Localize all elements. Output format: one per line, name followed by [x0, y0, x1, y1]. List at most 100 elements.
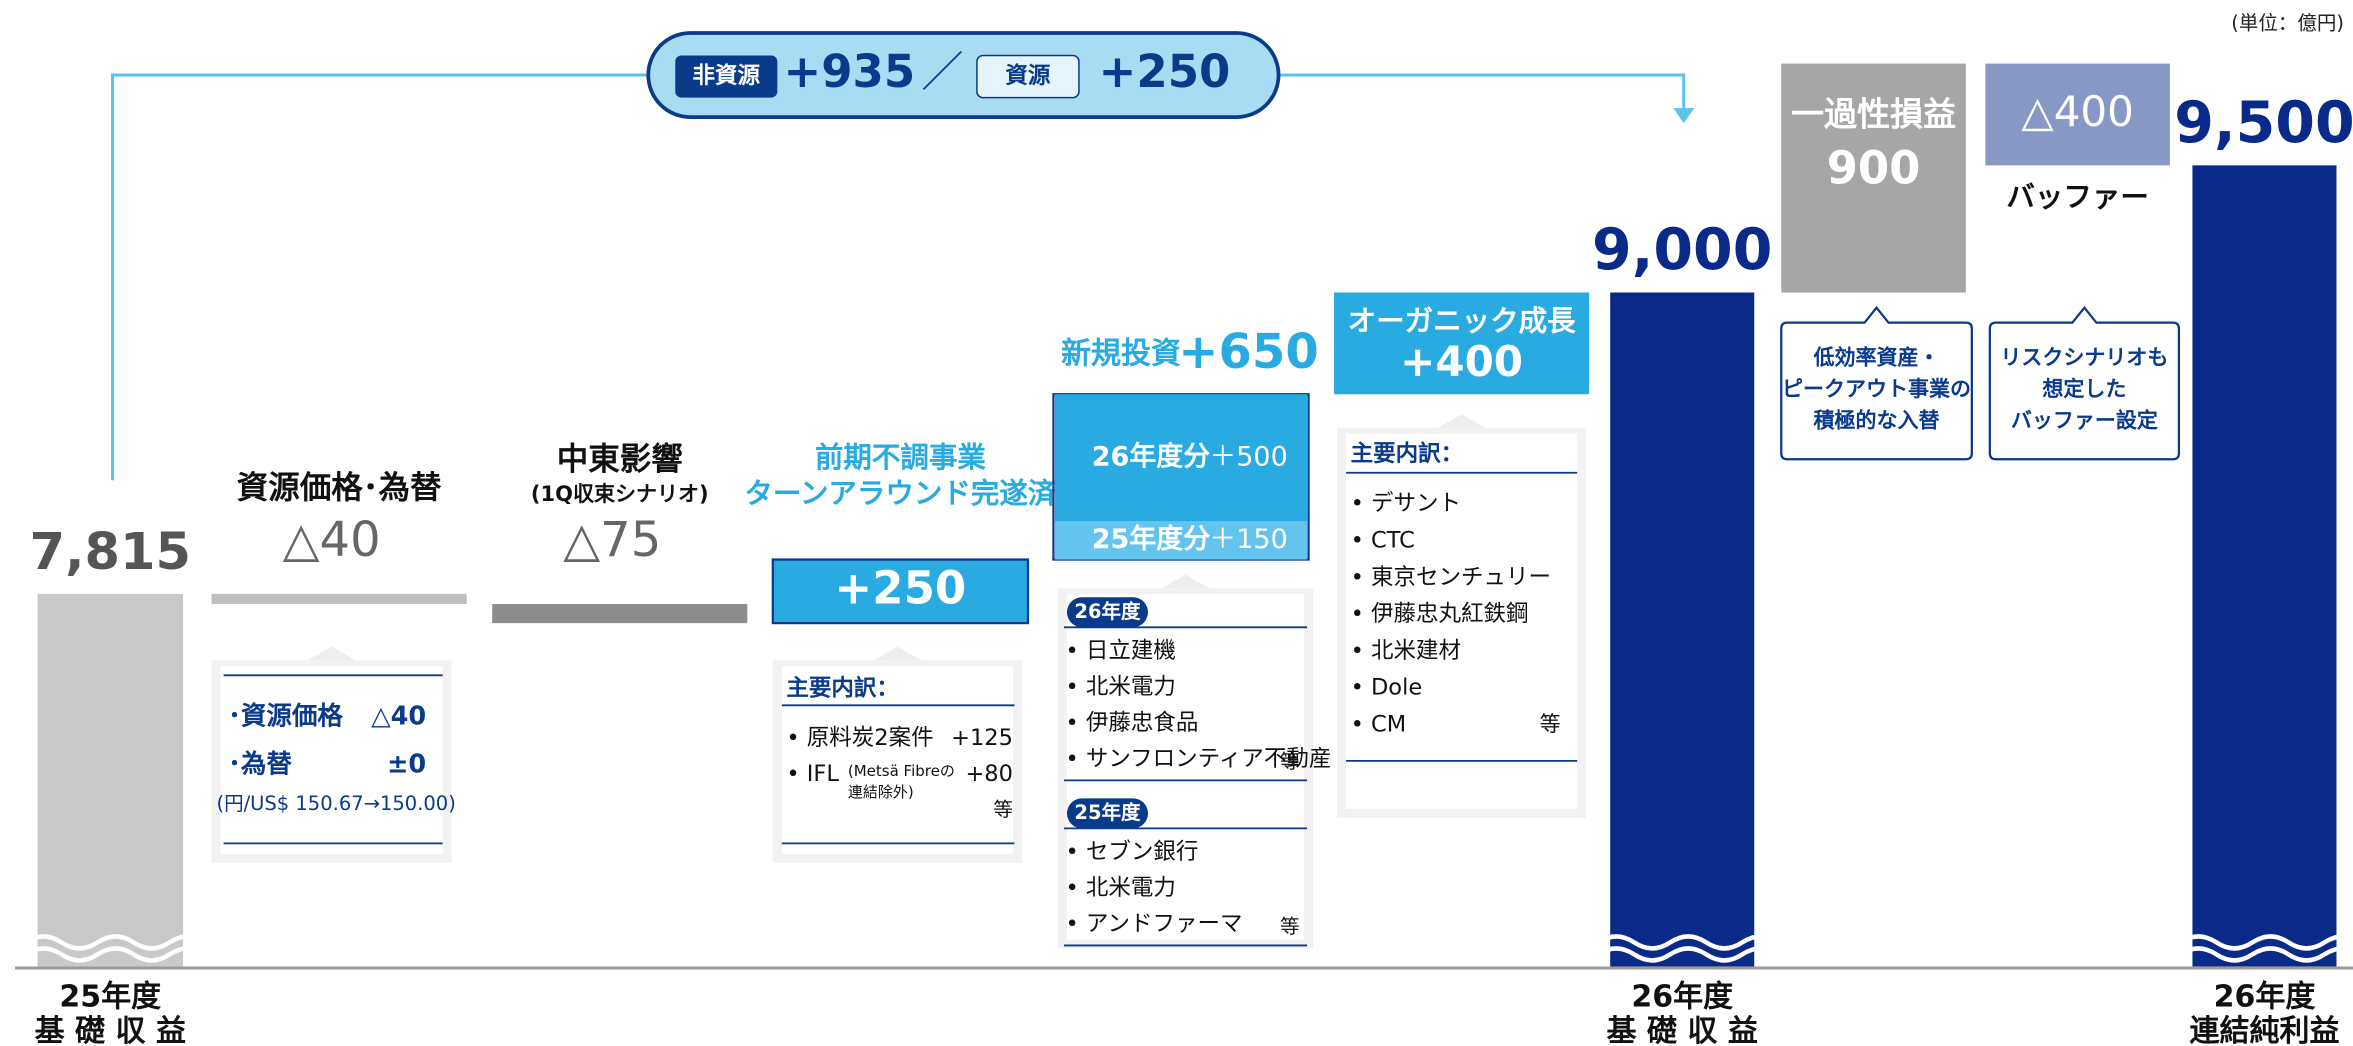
unit-label: (単位：億円) — [2231, 12, 2344, 35]
category-label: 25年度 — [59, 979, 161, 1014]
label: リスクシナリオも — [2000, 346, 2168, 370]
bracket-line — [111, 73, 649, 481]
bar-segment — [1054, 521, 1308, 560]
label: • 北米建材 — [1351, 638, 1461, 664]
segment-label: 25年度分 — [1092, 523, 1211, 555]
label: 等 — [993, 798, 1013, 821]
value-label: 9,000 — [1592, 217, 1772, 283]
label: 連結除外) — [848, 783, 914, 801]
label: 低効率資産・ — [1813, 346, 1940, 370]
segment-label: 26年度分 — [1092, 440, 1211, 472]
tag — [1066, 597, 1148, 628]
panel-inner — [1066, 594, 1305, 940]
tag — [976, 54, 1080, 99]
bar — [1610, 292, 1755, 967]
panel-inner — [220, 666, 443, 854]
category-label: 中東影響 — [557, 441, 683, 478]
label: • デサント — [1351, 491, 1461, 517]
label: • Dole — [1351, 675, 1423, 701]
bar — [771, 558, 1030, 625]
bracket-line — [1278, 73, 1686, 112]
label: △40 — [371, 701, 426, 731]
tag-text: 非資源 — [693, 62, 761, 89]
bar — [1985, 63, 2170, 166]
category-label: 資源価格･為替 — [237, 470, 442, 506]
tag — [1066, 798, 1148, 829]
label: ピークアウト事業の — [1782, 377, 1971, 401]
category-label: 前期不調事業 — [815, 441, 987, 474]
bar-segment — [1054, 394, 1308, 522]
label: 主要内訳： — [1351, 440, 1464, 467]
panel-pointer — [307, 646, 356, 661]
bar — [1334, 292, 1590, 395]
axis-break — [24, 934, 207, 963]
category-label: 一過性損益 — [1791, 95, 1956, 134]
label: • 北米電力 — [1065, 674, 1175, 700]
label: 想定した — [2042, 377, 2126, 401]
label: 等 — [1540, 712, 1561, 736]
label: ･資源価格 — [228, 701, 343, 731]
category-label: 26年度 — [2214, 979, 2316, 1014]
bracket-arrow — [1673, 108, 1695, 124]
value-label: 7,815 — [30, 523, 191, 582]
segment-value: ＋500 — [1209, 441, 1288, 472]
label: 積極的な入替 — [1814, 409, 1940, 433]
panel-pointer — [1437, 414, 1486, 428]
label: 等 — [1280, 915, 1300, 938]
bracket-box — [646, 31, 1281, 119]
panel-inner — [781, 666, 1013, 854]
label: 等 — [1280, 750, 1300, 773]
label: • 北米電力 — [1065, 875, 1175, 901]
value-label: 900 — [1827, 142, 1921, 195]
label: (Metsä Fibreの — [848, 762, 955, 780]
axis-break — [1596, 934, 1780, 963]
bar — [211, 593, 467, 605]
label: 主要内訳： — [786, 674, 899, 701]
label: バッファー設定 — [2011, 409, 2158, 433]
category-label: 26年度 — [1631, 979, 1733, 1014]
callout — [1988, 305, 2181, 461]
bar — [492, 604, 748, 624]
category-sublabel: 基 礎 収 益 — [1607, 1014, 1758, 1046]
category-sublabel: 基 礎 収 益 — [35, 1014, 186, 1046]
label: • IFL — [786, 761, 839, 787]
label: • サンフロンティア不動産 — [1065, 746, 1331, 772]
category-sublabel: (1Q収束シナリオ) — [531, 482, 709, 506]
bar — [37, 593, 184, 967]
value-label: +250 — [835, 561, 967, 614]
label: +125 — [951, 725, 1013, 751]
label: • セブン銀行 — [1065, 839, 1198, 865]
label: • CTC — [1351, 528, 1415, 554]
panel-pointer — [1161, 574, 1210, 589]
segment-value: ＋150 — [1209, 524, 1288, 555]
label: +80 — [965, 761, 1012, 787]
axis-break — [2179, 934, 2353, 963]
label: • 伊藤忠食品 — [1065, 710, 1198, 736]
value-label: +400 — [1400, 337, 1523, 386]
label: • 日立建機 — [1065, 638, 1175, 664]
value-label: 9,500 — [2174, 90, 2353, 156]
bar — [1781, 63, 1966, 293]
bar — [2192, 165, 2337, 967]
category-sublabel: ターンアラウンド完遂済 — [744, 477, 1057, 510]
label: • CM — [1351, 711, 1407, 737]
category-label: 新規投資 — [1061, 337, 1181, 372]
category-label: オーガニック成長 — [1348, 305, 1577, 338]
label: ･為替 — [228, 749, 292, 779]
label: • 伊藤忠丸紅鉄鋼 — [1351, 601, 1529, 627]
label: 26年度 — [1074, 600, 1141, 623]
bracket-value: +935 — [784, 45, 916, 98]
panel-inner — [1346, 433, 1578, 809]
label: • 東京センチュリー — [1351, 564, 1551, 590]
label: ±0 — [387, 749, 426, 779]
label: (円/US$ 150.67→150.00) — [216, 792, 455, 815]
bracket-value: +250 — [1099, 45, 1231, 98]
value-label: △40 — [283, 512, 381, 568]
label: • アンドファーマ — [1065, 911, 1242, 937]
label: 25年度 — [1074, 801, 1141, 824]
panel-pointer — [873, 646, 922, 661]
value-label: +650 — [1178, 324, 1318, 380]
separator: ／ — [921, 48, 963, 97]
category-label: バッファー — [2006, 180, 2149, 213]
